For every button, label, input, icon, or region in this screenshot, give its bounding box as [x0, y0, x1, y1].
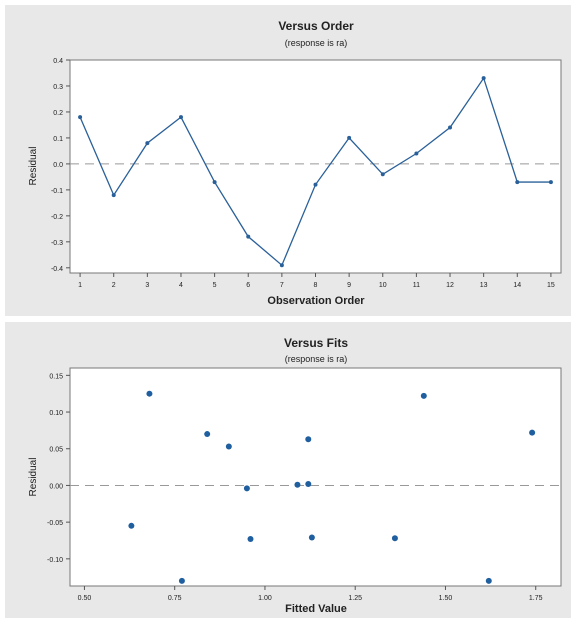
y-tick-label: 0.2 [53, 110, 63, 117]
x-tick-label: 6 [246, 282, 250, 289]
scatter-point [146, 390, 153, 397]
x-tick-label: 8 [314, 282, 318, 289]
scatter-point [529, 429, 536, 436]
versus-fits-panel: Versus Fits (response is ra) -0.10 -0.05 0… [5, 322, 571, 618]
x-tick-label: 10 [379, 282, 387, 289]
x-tick-label: 12 [446, 282, 454, 289]
x-tick-label: 1.00 [258, 595, 272, 602]
x-tick-label: 3 [145, 282, 149, 289]
versus-fits-x-axis: 0.50 0.75 1.00 1.25 1.50 1.75 [78, 586, 543, 602]
versus-fits-points [128, 390, 536, 584]
data-point [380, 172, 385, 177]
versus-order-panel: Versus Order (response is ra) -0.4-0.3-0… [5, 5, 571, 316]
data-point [448, 125, 453, 130]
x-tick-label: 5 [213, 282, 217, 289]
scatter-point [294, 481, 301, 488]
y-tick-label: -0.05 [47, 520, 63, 527]
versus-order-points [78, 76, 553, 268]
data-point [246, 234, 251, 239]
y-tick-label: -0.10 [47, 557, 63, 564]
scatter-point [305, 436, 312, 443]
scatter-point [485, 577, 492, 584]
versus-fits-subtitle: (response is ra) [285, 354, 348, 364]
data-point [78, 115, 83, 120]
versus-fits-x-axis-label: Fitted Value [285, 603, 347, 615]
x-tick-label: 9 [347, 282, 351, 289]
data-point [515, 180, 520, 185]
data-point [145, 141, 150, 146]
x-tick-label: 2 [112, 282, 116, 289]
y-tick-label: 0.05 [49, 447, 63, 454]
data-point [347, 135, 352, 140]
y-tick-label: 0.0 [53, 162, 63, 169]
y-tick-label: 0.3 [53, 84, 63, 91]
data-point [212, 180, 217, 185]
x-tick-label: 13 [480, 282, 488, 289]
x-tick-label: 0.75 [168, 595, 182, 602]
versus-order-y-axis: -0.4 -0.3 -0.2 -0.1 0.0 0.1 0.2 0.3 0.4 [51, 58, 70, 273]
scatter-point [243, 485, 250, 492]
y-tick-label: -0.3 [51, 240, 63, 247]
versus-fits-plot-area [69, 367, 562, 587]
versus-order-subtitle: (response is ra) [285, 38, 348, 48]
data-point [111, 193, 116, 198]
data-point [178, 115, 183, 120]
versus-fits-y-axis: -0.10 -0.05 0.00 0.05 0.10 0.15 [47, 373, 70, 564]
scatter-point [308, 534, 315, 541]
data-point [414, 151, 419, 156]
x-tick-label: 4 [179, 282, 183, 289]
x-tick-label: 1.75 [529, 595, 543, 602]
x-tick-label: 11 [413, 282, 420, 289]
versus-order-title: Versus Order [278, 19, 354, 33]
scatter-point [247, 536, 254, 543]
scatter-point [225, 443, 232, 450]
x-tick-label: 15 [547, 282, 555, 289]
x-tick-label: 14 [513, 282, 521, 289]
y-tick-label: -0.2 [51, 214, 63, 221]
data-point [548, 180, 553, 185]
versus-order-x-axis-label: Observation Order [267, 295, 365, 307]
x-tick-label: 1.50 [439, 595, 453, 602]
y-tick-label: 0.15 [49, 373, 63, 380]
y-tick-label: 0.10 [49, 410, 63, 417]
versus-order-x-axis: 1 2 3 4 5 6 7 8 9 10 11 12 13 14 15 [78, 273, 555, 289]
scatter-point [128, 522, 135, 529]
x-tick-label: 1.25 [348, 595, 362, 602]
versus-order-y-axis-label: Residual [28, 147, 39, 186]
x-tick-label: 7 [280, 282, 284, 289]
versus-fits-title: Versus Fits [284, 336, 348, 350]
scatter-point [178, 577, 185, 584]
y-tick-label: -0.1 [51, 188, 63, 195]
y-tick-label: 0.1 [53, 136, 63, 143]
data-point [481, 76, 486, 81]
scatter-point [391, 535, 398, 542]
versus-fits-y-axis-label: Residual [28, 458, 39, 497]
versus-order-plot-area [69, 59, 562, 274]
data-point [313, 182, 318, 187]
scatter-point [420, 392, 427, 399]
y-tick-label: 0.00 [49, 483, 63, 490]
x-tick-label: 1 [78, 282, 82, 289]
y-tick-label: -0.4 [51, 266, 63, 273]
data-point [279, 263, 284, 268]
y-tick-label: 0.4 [53, 58, 63, 65]
x-tick-label: 0.50 [78, 595, 92, 602]
scatter-point [204, 431, 211, 438]
scatter-point [305, 480, 312, 487]
